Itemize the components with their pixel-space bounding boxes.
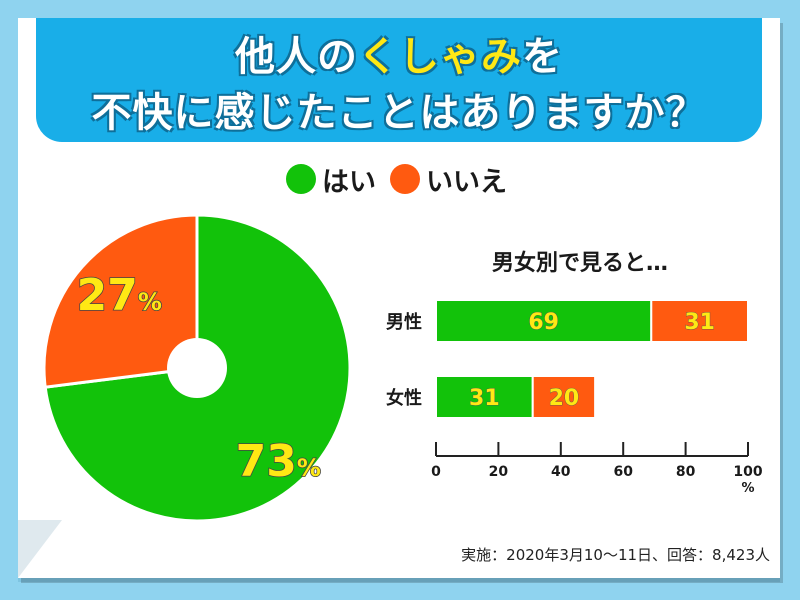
legend: はい いいえ: [286, 160, 507, 198]
legend-swatch-no: [390, 164, 420, 194]
bar-data-label: 20: [549, 386, 580, 411]
title-suffix: を: [522, 34, 563, 80]
pie-label-no: 27%: [77, 270, 162, 321]
page-title-line-1: 他人のくしゃみを: [36, 24, 762, 82]
legend-label-no: いいえ: [426, 166, 507, 198]
bar-chart-title: 男女別で見ると…: [492, 250, 668, 276]
x-axis-tick-label: 60: [613, 464, 633, 480]
bar-data-label: 69: [528, 310, 559, 335]
legend-item-no: いいえ: [390, 160, 507, 199]
x-axis-tick-label: 100: [733, 464, 762, 480]
bar-segment-no: [650, 299, 750, 343]
bar-category-label: 女性: [386, 387, 422, 409]
pie-slice-no: [42, 213, 199, 389]
x-axis-tick-label: 0: [431, 464, 441, 480]
pie-center-hole: [167, 338, 227, 398]
x-axis-tick-label: 40: [551, 464, 571, 480]
bar-data-label: 31: [469, 386, 500, 411]
pie-label-yes: 73%: [236, 436, 321, 487]
x-axis-tick-label: 20: [489, 464, 509, 480]
title-banner: [36, 18, 762, 142]
x-axis-unit: %: [741, 481, 754, 496]
page-fold: [18, 520, 62, 578]
page-title-line-2: 不快に感じたことはありますか？: [91, 90, 707, 136]
legend-item-yes: はい: [286, 160, 376, 199]
x-axis-tick-label: 80: [676, 464, 696, 480]
legend-label-yes: はい: [322, 166, 376, 198]
bar-data-label: 31: [684, 310, 715, 335]
bar-category-label: 男性: [386, 311, 422, 333]
title-highlight: くしゃみ: [358, 34, 522, 80]
title-prefix: 他人の: [235, 34, 358, 80]
bar-segment-no: [531, 375, 597, 419]
legend-swatch-yes: [286, 164, 316, 194]
source-note: 実施：2020年3月10～11日、回答：8,423人: [461, 546, 770, 564]
